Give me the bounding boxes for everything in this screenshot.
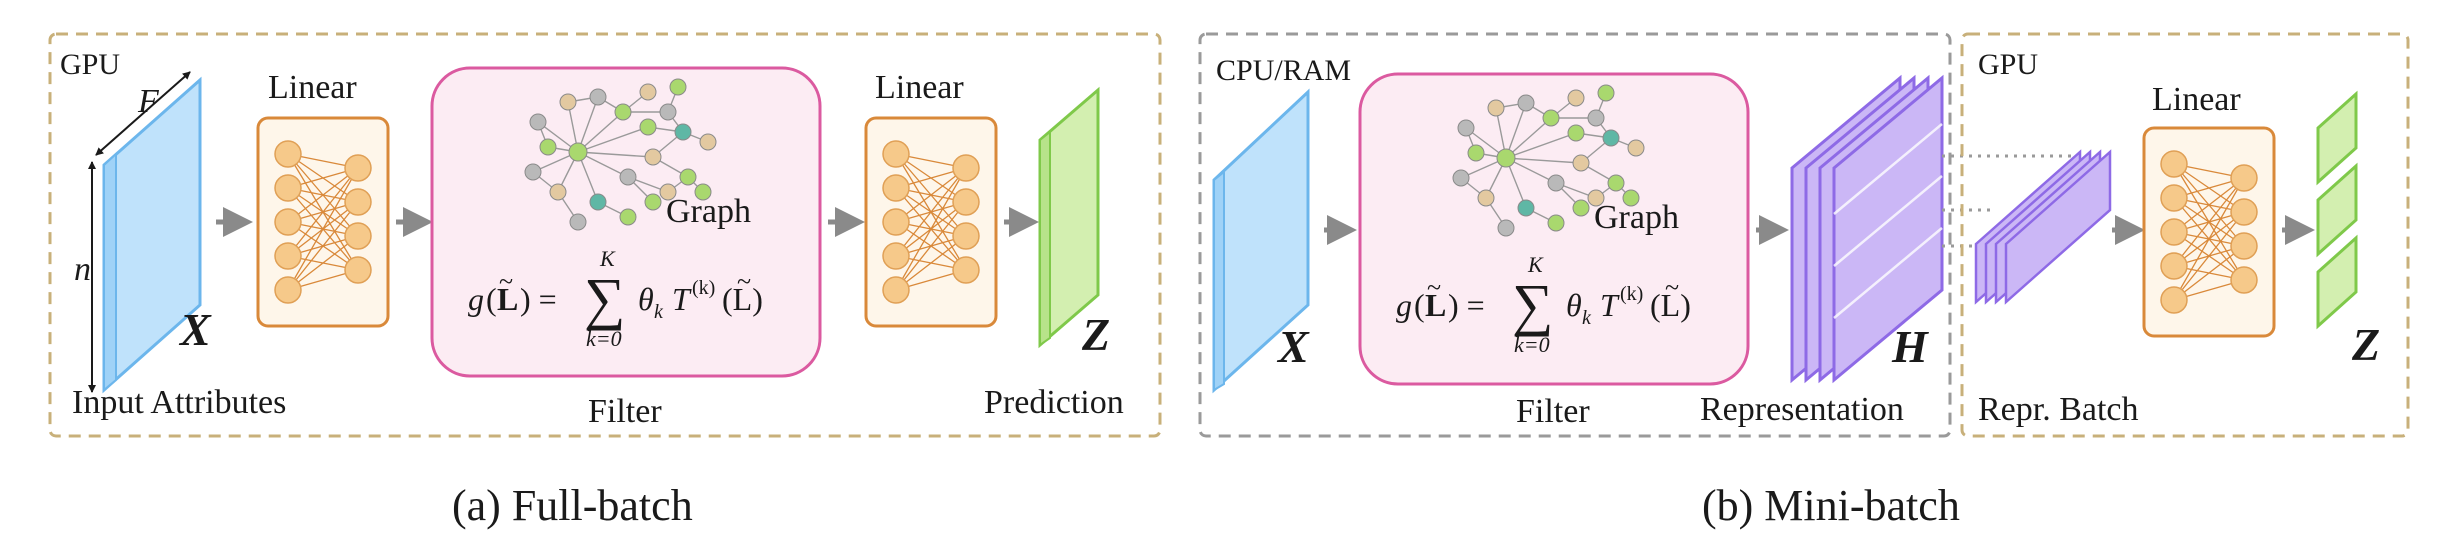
- panel-mini-batch: CPU/RAM X Graph g ( L ~ ) = ∑ K k=0 θ k …: [1198, 32, 2410, 530]
- svg-text:~: ~: [1427, 273, 1441, 302]
- svg-text:(: (: [486, 281, 497, 317]
- panel-full-batch: GPU F n X Input Attributes Linear Graph …: [48, 32, 1162, 530]
- caption-full-batch: (a) Full-batch: [452, 481, 693, 530]
- z-symbol: Z: [1081, 309, 1110, 360]
- x-symbol: X: [178, 304, 212, 355]
- representation-rows: [1833, 123, 1943, 319]
- svg-text:∑: ∑: [584, 266, 625, 331]
- svg-text:K: K: [1527, 252, 1544, 277]
- dim-f-label: F: [137, 83, 160, 120]
- svg-text:k: k: [1582, 307, 1592, 329]
- prediction-caption: Prediction: [984, 384, 1124, 421]
- svg-text:(L): (L): [722, 281, 763, 317]
- svg-text:L: L: [1425, 287, 1446, 323]
- svg-text:g: g: [468, 281, 484, 317]
- cpu-frame: [1198, 32, 1952, 438]
- svg-text:T: T: [1600, 287, 1620, 323]
- svg-text:(k): (k): [692, 277, 715, 299]
- batch-caption: Repr. Batch: [1978, 391, 2139, 428]
- input-caption: Input Attributes: [72, 384, 286, 421]
- svg-text:~: ~: [1665, 273, 1679, 302]
- filter-formula: g ( L ~ ) = ∑ K k=0 θ k T (k) (L) ~: [468, 246, 763, 351]
- gpu-frame-b: [1960, 32, 2410, 438]
- dim-n-label: n: [74, 251, 91, 288]
- svg-text:θ: θ: [638, 281, 654, 317]
- representation-caption: Representation: [1700, 391, 1904, 428]
- filter-formula-b: g ( L ~ ) = ∑ K k=0 θ k T (k) (L) ~: [1396, 252, 1691, 357]
- input-matrix: [102, 76, 202, 394]
- representation-stack: [1790, 74, 1944, 384]
- x-symbol-b: X: [1276, 321, 1310, 372]
- svg-text:g: g: [1396, 287, 1412, 323]
- svg-text:∑: ∑: [1512, 272, 1553, 337]
- linear-2-label: Linear: [875, 69, 964, 106]
- gpu-frame: [48, 32, 1162, 438]
- filter-caption: Filter: [588, 393, 662, 430]
- prediction-matrix: [1038, 86, 1100, 349]
- graph-label: Graph: [666, 193, 751, 230]
- svg-text:(k): (k): [1620, 283, 1643, 305]
- device-label: GPU: [60, 48, 120, 81]
- svg-text:θ: θ: [1566, 287, 1582, 323]
- dim-f-line: [95, 71, 191, 156]
- svg-text:~: ~: [737, 267, 751, 296]
- svg-text:T: T: [672, 281, 692, 317]
- cpu-device-label: CPU/RAM: [1216, 54, 1351, 87]
- linear-1-label: Linear: [268, 69, 357, 106]
- svg-text:(L): (L): [1650, 287, 1691, 323]
- svg-text:) =: ) =: [1448, 287, 1485, 323]
- svg-text:k: k: [654, 301, 664, 323]
- svg-text:) =: ) =: [520, 281, 557, 317]
- graph-label-b: Graph: [1594, 199, 1679, 236]
- prediction-batch: [2316, 90, 2358, 330]
- z-symbol-b: Z: [2351, 319, 2380, 370]
- svg-text:L: L: [497, 281, 518, 317]
- svg-text:k=0: k=0: [1514, 332, 1550, 357]
- gpu-device-label: GPU: [1978, 48, 2038, 81]
- svg-text:K: K: [599, 246, 616, 271]
- svg-text:~: ~: [499, 267, 513, 296]
- caption-mini-batch: (b) Mini-batch: [1702, 481, 1960, 530]
- repr-batch-stack: [1974, 149, 2112, 305]
- filter-caption-b: Filter: [1516, 393, 1590, 430]
- svg-text:k=0: k=0: [586, 326, 622, 351]
- input-matrix-b: [1212, 88, 1310, 394]
- linear-b-label: Linear: [2152, 81, 2241, 118]
- h-symbol: H: [1891, 321, 1929, 372]
- svg-text:(: (: [1414, 287, 1425, 323]
